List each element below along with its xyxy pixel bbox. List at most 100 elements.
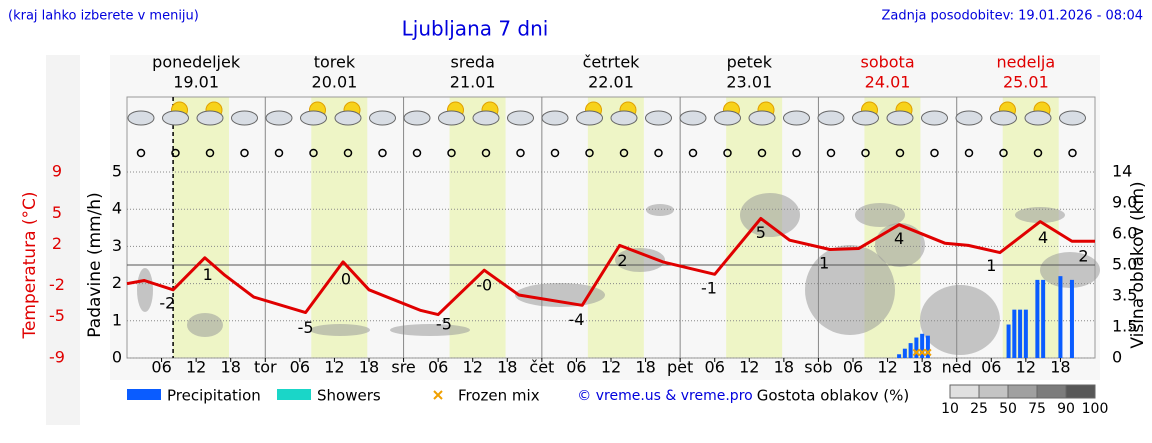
x-tick-label: sre <box>391 358 415 377</box>
left-panel <box>46 55 80 425</box>
legend-swatch <box>277 389 311 400</box>
cloud-icon <box>300 110 327 126</box>
cloud-icon <box>1059 110 1086 126</box>
x-tick-label: sob <box>804 358 832 377</box>
density-swatch <box>978 384 1009 399</box>
x-tick-label: 18 <box>774 358 794 377</box>
day-name: nedelja <box>997 53 1056 72</box>
cloud-icon <box>645 110 672 126</box>
x-tick-label: 12 <box>601 358 621 377</box>
legend-label: Frozen mix <box>458 387 540 405</box>
day-name: ponedeljek <box>152 53 241 72</box>
wind-icon <box>447 148 456 158</box>
precip-bar <box>925 335 930 358</box>
day-date: 21.01 <box>450 73 496 92</box>
cloud-blob <box>805 245 895 335</box>
legend-marker <box>433 390 443 400</box>
x-tick-label: 18 <box>221 358 241 377</box>
wind-icon <box>999 148 1008 158</box>
x-tick-label: 18 <box>912 358 932 377</box>
precip-bar <box>1023 309 1028 358</box>
x-tick-label: 18 <box>359 358 379 377</box>
precip-bar <box>914 337 919 358</box>
temp-tick-label: 5 <box>52 203 62 222</box>
day-date: 25.01 <box>1003 73 1049 92</box>
cloud-icon <box>438 110 465 126</box>
x-tick-label: 18 <box>497 358 517 377</box>
cloud-icon <box>541 110 569 126</box>
update-time: Zadnja posodobitev: 19.01.2026 - 08:04 <box>881 9 1143 24</box>
day-name: sobota <box>860 53 914 72</box>
cloud-icon <box>576 110 603 126</box>
temp-annotation: -2 <box>159 293 175 312</box>
precip-bar <box>1069 279 1074 358</box>
y-tick-label: 0 <box>112 348 122 367</box>
cloud-icon <box>679 110 707 126</box>
cloud-blob <box>1015 207 1065 223</box>
cloud-icon <box>265 110 293 126</box>
wind-icon <box>654 148 663 158</box>
wind-icon <box>516 148 525 158</box>
y-tick-label: 1 <box>112 310 122 329</box>
precip-bar <box>1041 279 1046 358</box>
temp-tick-label: -5 <box>49 306 65 325</box>
x-tick-label: 12 <box>463 358 483 377</box>
y2-tick-label: 1.5 <box>1112 317 1137 336</box>
cloud-blob <box>615 248 665 272</box>
day-name: torek <box>314 53 356 72</box>
temp-tick-label: 9 <box>52 162 62 181</box>
wind-icon <box>240 148 249 158</box>
cloud-icon <box>369 110 396 126</box>
precip-bar <box>1035 279 1040 358</box>
frozen-mark <box>918 348 926 357</box>
credit: © vreme.us & vreme.pro <box>577 388 752 404</box>
wind-icon <box>688 148 698 158</box>
wind-icon <box>723 148 732 158</box>
density-level: 90 <box>1057 401 1075 417</box>
daylight <box>449 97 506 358</box>
density-swatch <box>1036 384 1067 399</box>
cloud-blob <box>1040 252 1100 288</box>
cloud-icon <box>714 110 741 126</box>
frozen-mark <box>924 348 932 357</box>
cloud-icon <box>472 110 500 126</box>
x-tick-label: 12 <box>324 358 344 377</box>
precip-bar <box>897 354 902 358</box>
wind-icon <box>792 148 801 158</box>
temp-annotation: 0 <box>341 270 351 289</box>
wind-icon <box>550 148 560 158</box>
cloud-blob <box>310 324 370 336</box>
x-tick-label: 06 <box>428 358 448 377</box>
cloud-icon <box>196 110 224 126</box>
temp-annotation: 4 <box>894 229 904 248</box>
x-tick-label: 12 <box>1016 358 1036 377</box>
y2-tick-label: 5.0 <box>1112 255 1137 274</box>
density-level: 75 <box>1028 401 1046 417</box>
temp-annotation: 1 <box>819 254 829 273</box>
temp-annotation: -5 <box>298 318 314 337</box>
cloud-icon <box>852 110 879 126</box>
wind-icon <box>343 148 353 158</box>
y-tick-label: 3 <box>112 236 122 255</box>
y2-tick-label: 0 <box>1112 348 1122 367</box>
y-tick-label: 5 <box>112 162 122 181</box>
wind-icon <box>964 148 974 158</box>
wind-icon <box>930 148 939 158</box>
x-tick-label: 06 <box>290 358 310 377</box>
day-name: četrtek <box>583 53 641 72</box>
cloud-icon <box>921 110 948 126</box>
wind-icon <box>274 148 284 158</box>
wind-icon <box>895 148 905 158</box>
day-date: 20.01 <box>312 73 358 92</box>
x-tick-label: 06 <box>981 358 1001 377</box>
cloud-icon <box>748 110 776 126</box>
wind-icon <box>378 148 387 158</box>
temp-annotation: -4 <box>568 310 584 329</box>
wind-icon <box>826 148 836 158</box>
wind-icon <box>171 148 180 158</box>
wind-icon <box>1033 148 1043 158</box>
x-tick-label: ned <box>942 358 972 377</box>
day-date: 22.01 <box>588 73 634 92</box>
legend-swatch <box>127 389 161 400</box>
x-tick-label: 06 <box>151 358 171 377</box>
